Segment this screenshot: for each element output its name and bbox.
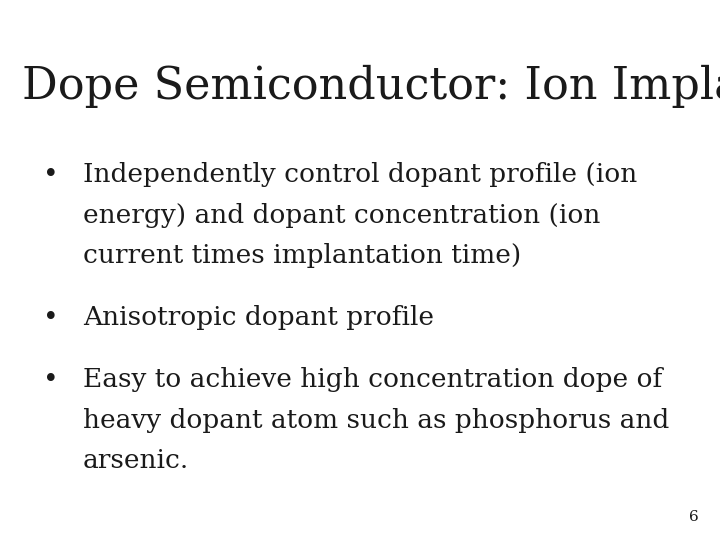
Text: Anisotropic dopant profile: Anisotropic dopant profile	[83, 305, 433, 330]
Text: energy) and dopant concentration (ion: energy) and dopant concentration (ion	[83, 202, 600, 227]
Text: arsenic.: arsenic.	[83, 448, 189, 473]
Text: •: •	[42, 305, 58, 330]
Text: Independently control dopant profile (ion: Independently control dopant profile (io…	[83, 162, 637, 187]
Text: Easy to achieve high concentration dope of: Easy to achieve high concentration dope …	[83, 367, 662, 392]
Text: •: •	[42, 367, 58, 392]
Text: heavy dopant atom such as phosphorus and: heavy dopant atom such as phosphorus and	[83, 408, 669, 433]
Text: current times implantation time): current times implantation time)	[83, 243, 521, 268]
Text: 6: 6	[688, 510, 698, 524]
Text: Dope Semiconductor: Ion Implantation: Dope Semiconductor: Ion Implantation	[22, 65, 720, 108]
Text: •: •	[42, 162, 58, 187]
